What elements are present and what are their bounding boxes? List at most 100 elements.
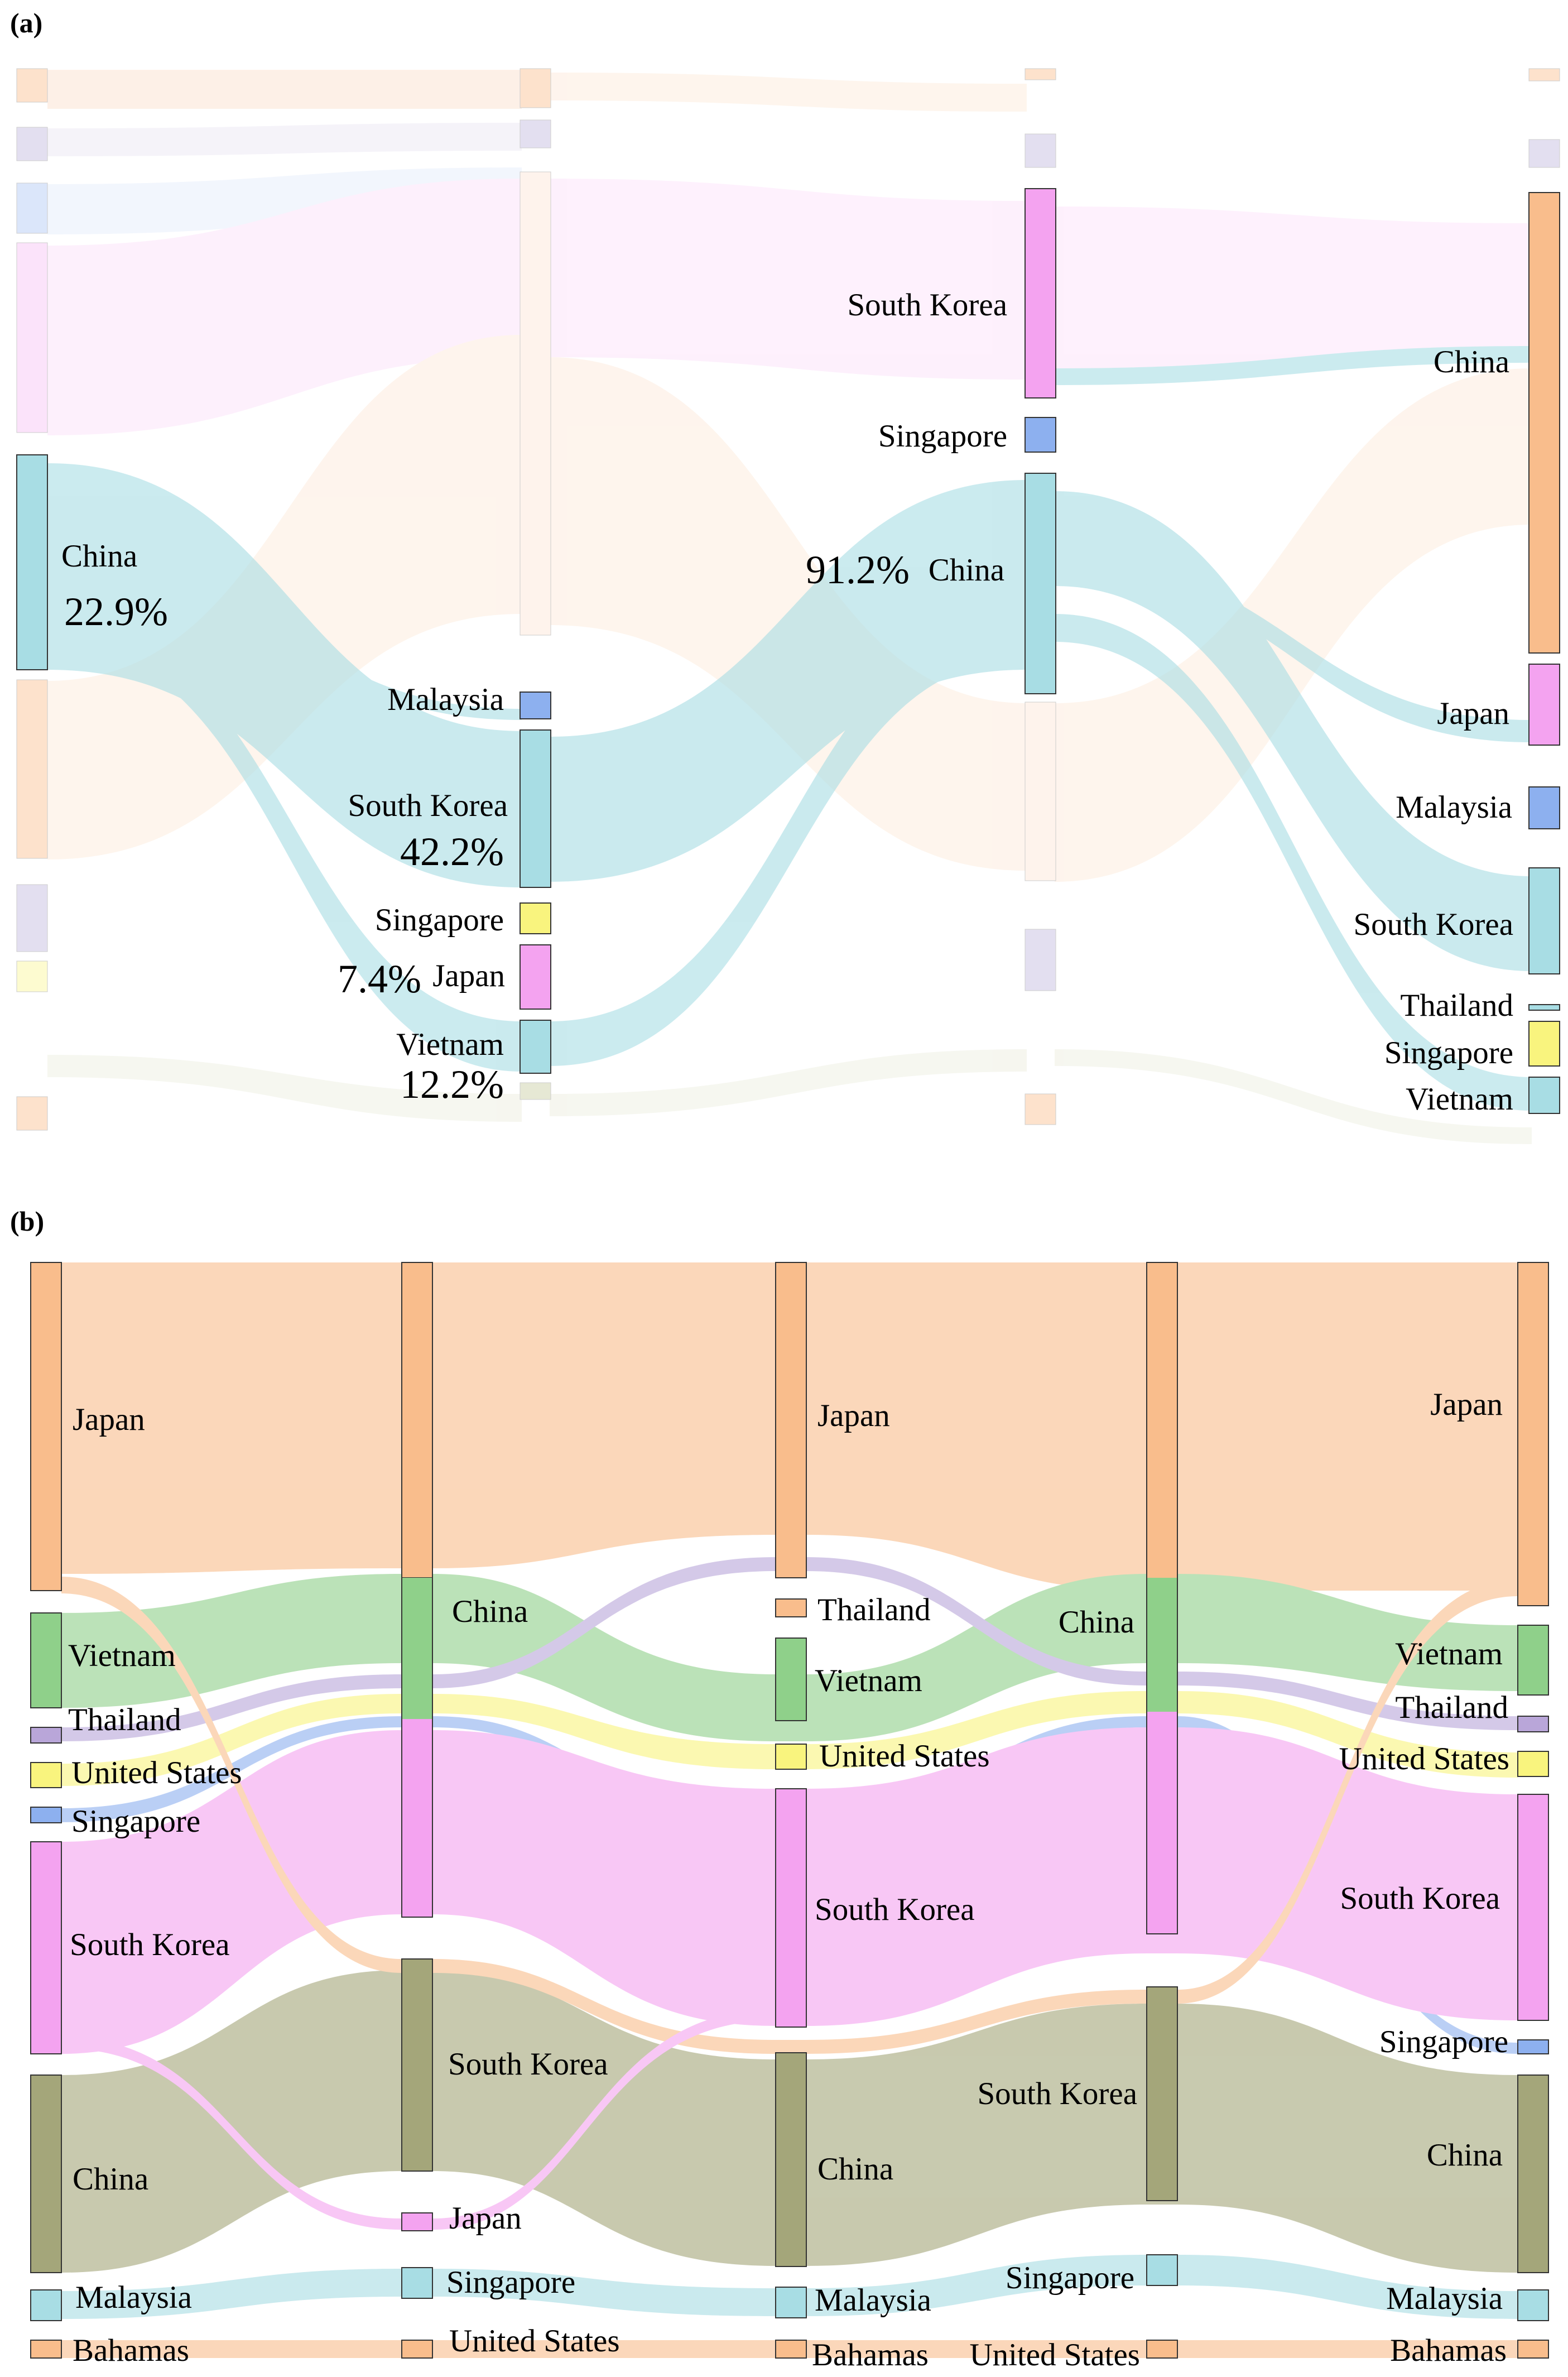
panel-b-column-2: China South Korea Japan Singapore United… (401, 1262, 620, 2359)
label-south-korea: South Korea (815, 1892, 975, 1927)
node-japan (1517, 1262, 1549, 1606)
node-japan (401, 2212, 433, 2231)
node-bahamas (30, 2340, 62, 2359)
label-china: China (1059, 1605, 1134, 1640)
pct-china: 22.9% (64, 589, 168, 634)
node-thailand (30, 1727, 62, 1744)
label-south-korea: South Korea (977, 2076, 1137, 2111)
faded-flow (47, 123, 522, 156)
label-singapore: Singapore (1384, 1035, 1513, 1070)
node-thailand (775, 1598, 807, 1617)
node-china-korea-part (1147, 1712, 1177, 1934)
node-china (775, 2052, 807, 2267)
node (520, 68, 551, 108)
node-china-japan-part (1147, 1262, 1177, 1578)
node-japan (30, 1262, 62, 1591)
node-singapore (520, 902, 551, 934)
label-bahamas: Bahamas (1390, 2333, 1507, 2368)
node (1025, 1093, 1056, 1125)
label-bahamas: Bahamas (812, 2337, 929, 2373)
label-south-korea: South Korea (348, 788, 508, 823)
node-south-korea (1025, 188, 1056, 398)
label-singapore: Singapore (1006, 2260, 1134, 2296)
node-vietnam (775, 1638, 807, 1721)
label-china: China (817, 2152, 893, 2187)
label-south-korea: South Korea (1340, 1881, 1500, 1916)
label-china: China (452, 1594, 528, 1629)
label-singapore: Singapore (71, 1804, 200, 1839)
faded-flow (47, 167, 522, 234)
label-united-states: United States (969, 2337, 1140, 2373)
label-united-states: United States (71, 1755, 242, 1790)
node-malaysia (775, 2287, 807, 2318)
node-china (30, 2075, 62, 2273)
label-japan: Japan (1437, 696, 1509, 731)
node-united-states (1517, 1751, 1549, 1777)
node-china (1146, 1262, 1178, 1934)
panel-b-column-4: China South Korea Singapore United State… (969, 1262, 1178, 2373)
node-bahamas (775, 2340, 807, 2359)
node (1025, 929, 1056, 991)
node-south-korea (30, 1841, 62, 2054)
node (1528, 68, 1560, 81)
faded-flow (47, 70, 522, 109)
label-singapore: Singapore (375, 902, 504, 938)
node-united-states (30, 1762, 62, 1788)
label-united-states: United States (449, 2323, 620, 2359)
flow-china-vietnam (47, 614, 522, 1072)
node-thailand (1517, 1716, 1549, 1732)
node-singapore (401, 2267, 433, 2299)
label-china: China (1427, 2138, 1503, 2173)
label-thailand: Thailand (1400, 988, 1513, 1023)
label-vietnam: Vietnam (1406, 1082, 1513, 1117)
label-south-korea: South Korea (847, 287, 1007, 323)
faded-flow (47, 179, 522, 435)
node-south-korea (1517, 1794, 1549, 2021)
faded-flow (1055, 368, 1532, 882)
node (16, 884, 48, 952)
label-south-korea: South Korea (70, 1927, 230, 1962)
node (16, 961, 48, 992)
node-vietnam (520, 1020, 551, 1074)
faded-flow (550, 1049, 1027, 1116)
label-thailand: Thailand (1395, 1690, 1508, 1725)
node-china-vietnam-part (1147, 1578, 1177, 1712)
node-japan (1528, 664, 1560, 746)
node-thailand (1528, 1004, 1560, 1011)
pct-japan: 7.4% (338, 957, 421, 1001)
flow-china-southkorea (47, 463, 522, 887)
faded-flow (550, 179, 1027, 380)
node (520, 119, 551, 148)
label-singapore: Singapore (446, 2265, 575, 2300)
node-japan (775, 1262, 807, 1578)
node-singapore (1146, 2254, 1178, 2286)
panel-a-column-4: China Japan Malaysia South Korea Thailan… (1353, 68, 1560, 1117)
node (1025, 133, 1056, 168)
node-south-korea (520, 729, 551, 888)
label-malaysia: Malaysia (815, 2283, 931, 2318)
node-bahamas (1517, 2340, 1549, 2359)
label-vietnam: Vietnam (815, 1663, 922, 1698)
node-malaysia (1528, 786, 1560, 829)
node-vietnam (30, 1612, 62, 1708)
node-malaysia (1517, 2289, 1549, 2321)
flow-china-japan (1055, 558, 1532, 742)
panel-a-column-1: China 22.9% (16, 68, 168, 1131)
label-malaysia: Malaysia (1386, 2281, 1503, 2316)
pct-south-korea: 42.2% (400, 829, 504, 874)
node (16, 68, 48, 103)
label-malaysia: Malaysia (75, 2280, 192, 2315)
panel-b-column-3: Japan Thailand Vietnam United States Sou… (775, 1262, 990, 2373)
label-japan: Japan (817, 1398, 890, 1433)
label-malaysia: Malaysia (387, 682, 504, 717)
node-china-vietnam-part (402, 1578, 432, 1719)
node-china (1025, 473, 1056, 694)
label-south-korea: South Korea (448, 2047, 608, 2082)
node-china (16, 454, 48, 670)
label-china: China (61, 539, 137, 574)
label-singapore: Singapore (878, 419, 1007, 454)
node-china-korea-part (402, 1719, 432, 1917)
pct-vietnam: 12.2% (400, 1062, 504, 1107)
label-thailand: Thailand (817, 1592, 931, 1627)
